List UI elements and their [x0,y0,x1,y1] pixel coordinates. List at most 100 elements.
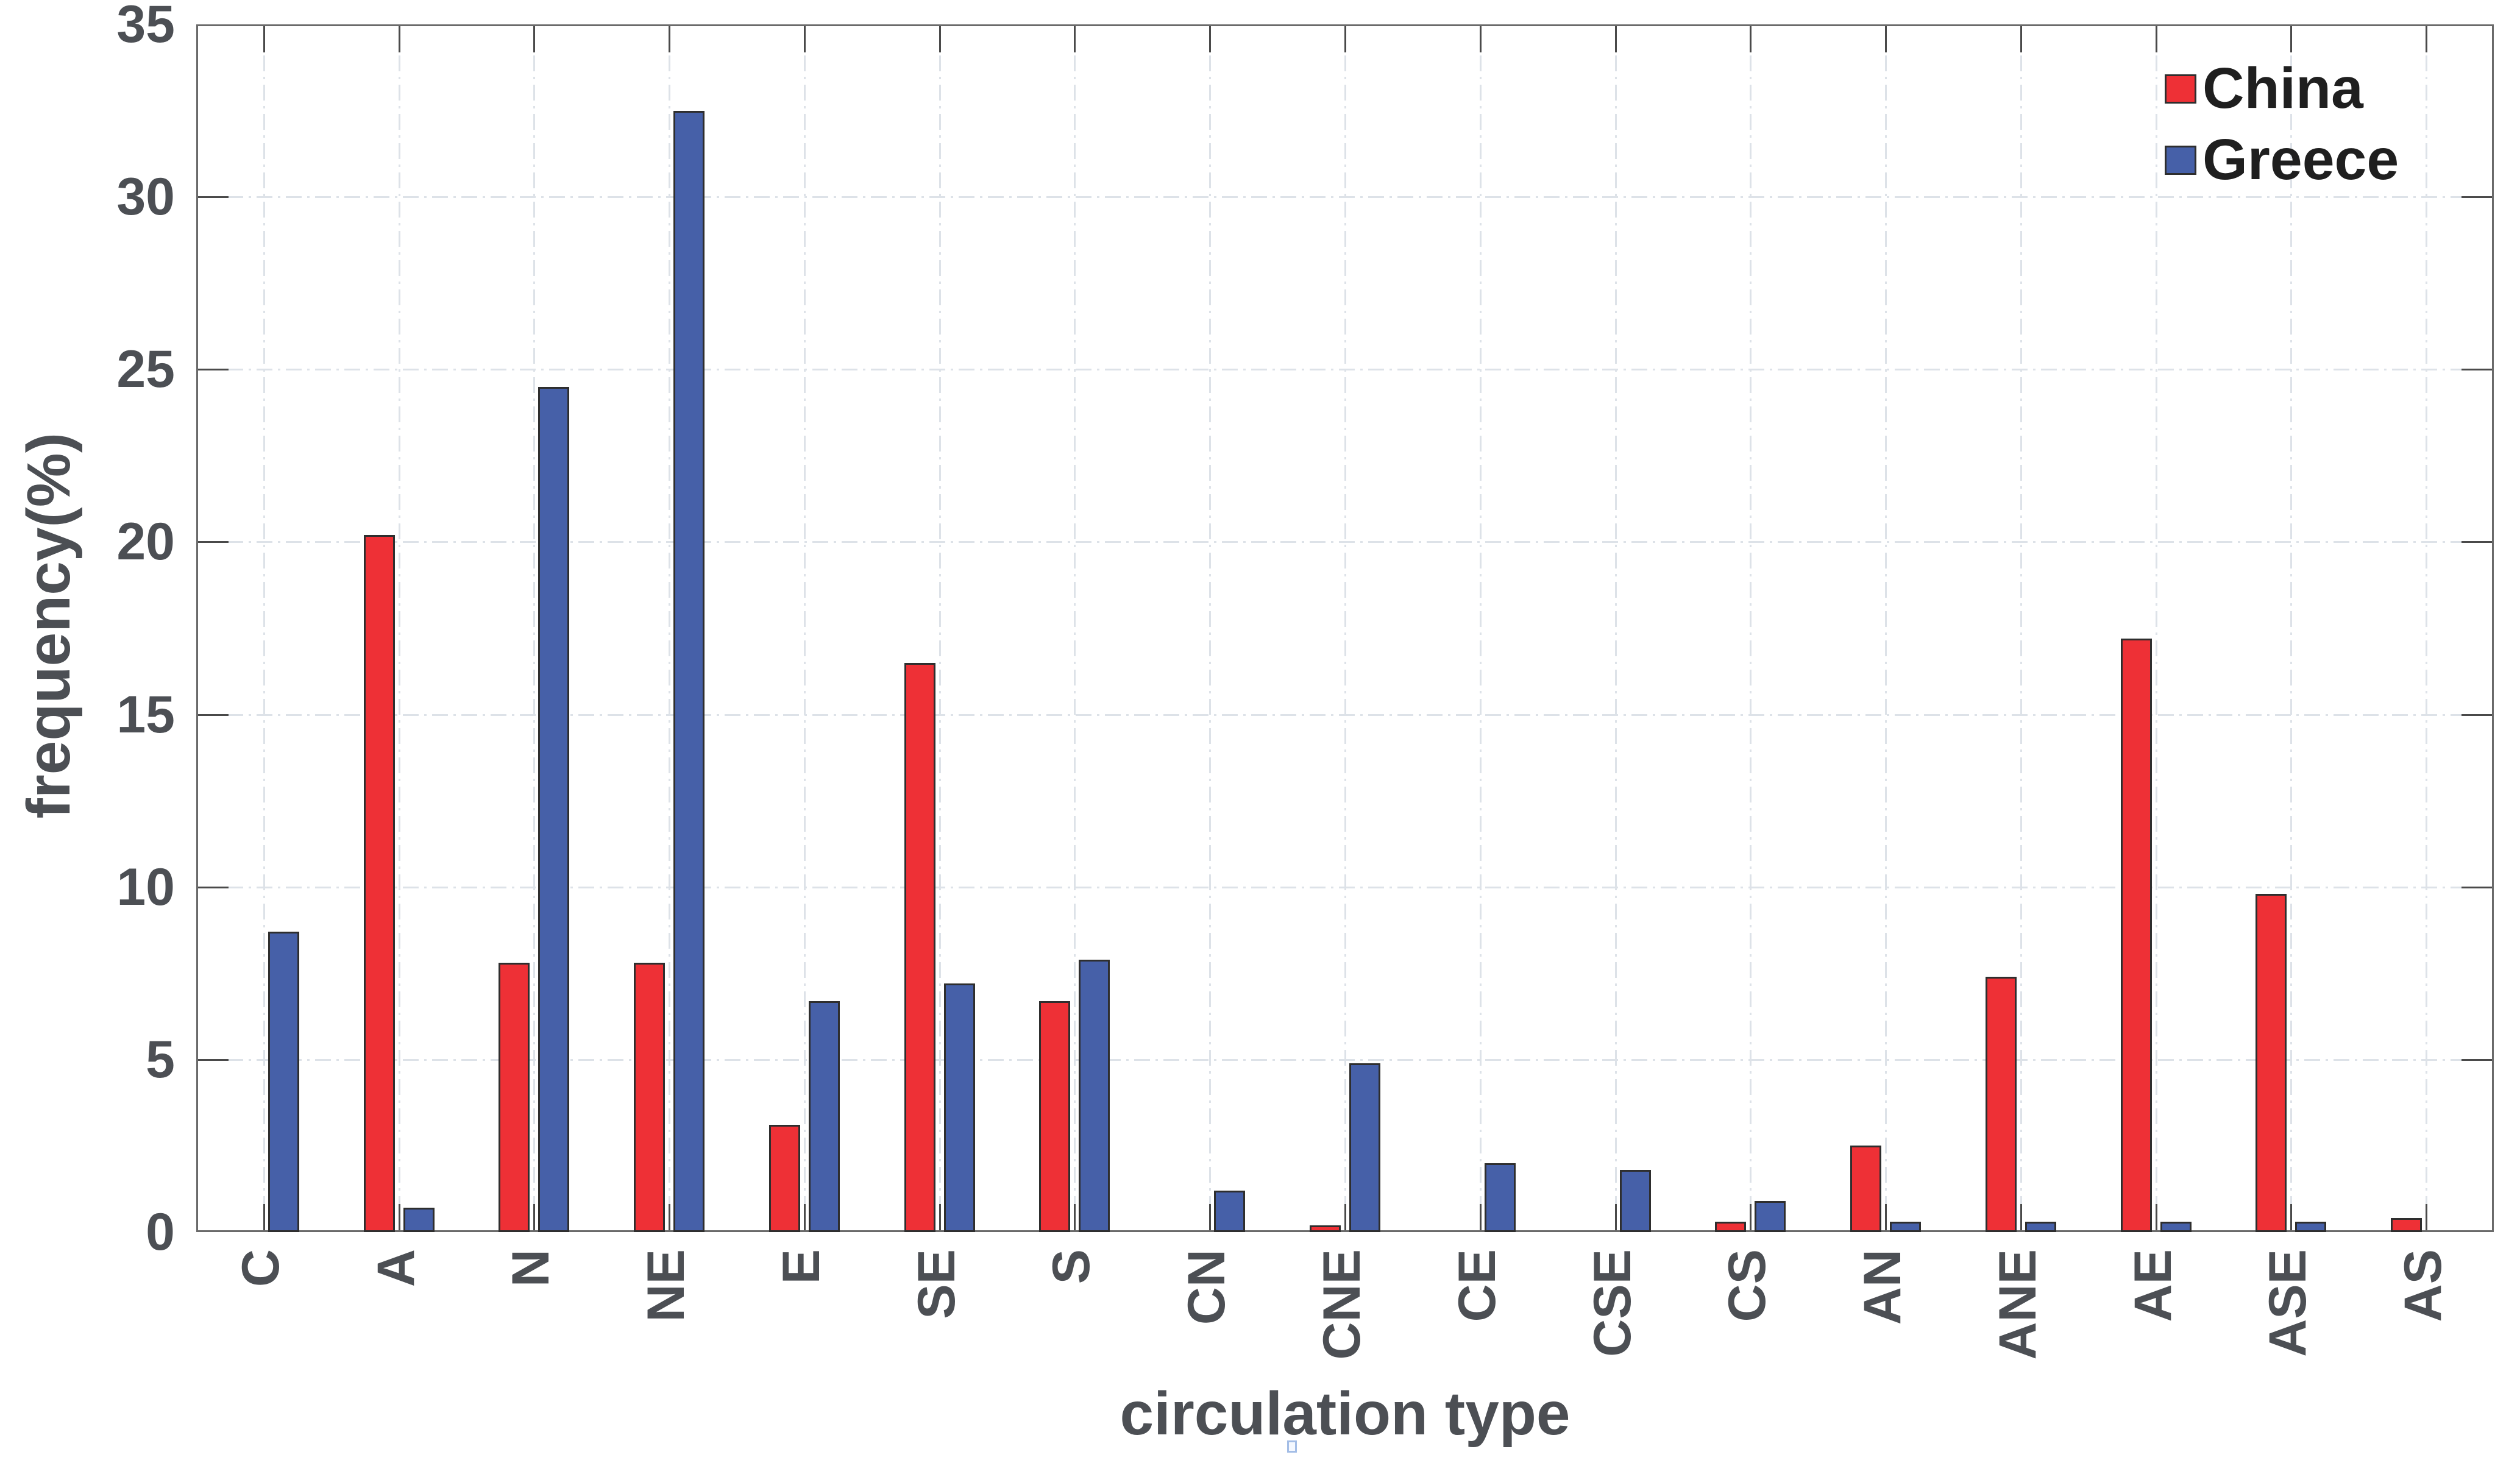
v-gridline [263,26,265,1230]
tick-mark [2461,886,2492,888]
tick-mark [669,1204,671,1230]
y-tick-label: 35 [116,0,175,54]
tick-mark [2155,26,2157,52]
y-axis-title: frequency(%) [15,433,83,819]
bar-china-A [363,535,395,1232]
x-tick-label: C [231,1249,290,1288]
legend-swatch-china [2165,74,2196,104]
v-gridline [2155,26,2157,1230]
tick-mark [2290,26,2293,52]
x-tick-label: NE [637,1249,696,1322]
bar-greece-NE [673,110,705,1232]
bar-greece-N [538,386,570,1232]
bar-china-S [1039,1001,1071,1232]
tick-mark [939,1204,941,1230]
plot-area [196,24,2494,1232]
tick-mark [198,369,229,371]
bar-china-NE [634,963,665,1232]
v-gridline [1885,26,1887,1230]
tick-mark [1479,26,1482,52]
x-tick-label: N [502,1249,561,1288]
tick-mark [2461,196,2492,199]
bar-greece-E [808,1001,840,1232]
tick-mark [1750,1204,1752,1230]
tick-mark [1209,26,1212,52]
bar-greece-ANE [2025,1222,2056,1232]
tick-mark [1074,1204,1076,1230]
tick-mark [198,1058,229,1061]
tick-mark [198,886,229,888]
y-tick-label: 30 [116,168,175,227]
tick-mark [2020,1204,2022,1230]
tick-mark [1885,26,1887,52]
v-gridline [1209,26,1212,1230]
y-tick-label: 10 [116,857,175,916]
v-gridline [533,26,536,1230]
v-gridline [398,26,400,1230]
bar-greece-AN [1890,1222,1922,1232]
bar-greece-A [403,1208,435,1232]
bar-china-E [768,1125,800,1232]
bar-china-CS [1715,1222,1747,1232]
bar-china-N [499,963,530,1232]
legend-label-greece: Greece [2202,127,2399,192]
tick-mark [803,26,806,52]
bar-greece-CNE [1349,1063,1380,1232]
bar-greece-AE [2160,1222,2192,1232]
x-tick-label: AN [1853,1249,1912,1325]
bar-china-AN [1850,1146,1882,1232]
v-gridline [939,26,941,1230]
tick-mark [1479,1204,1482,1230]
cursor-artifact [1287,1440,1297,1453]
tick-mark [1344,1204,1346,1230]
bar-greece-ASE [2295,1222,2327,1232]
x-tick-label: CS [1718,1249,1777,1322]
tick-mark [398,1204,400,1230]
bar-china-AS [2391,1218,2422,1232]
y-tick-label: 0 [146,1203,175,1261]
tick-mark [2461,714,2492,716]
v-gridline [2426,26,2428,1230]
x-tick-label: CE [1447,1249,1507,1322]
tick-mark [2426,1204,2428,1230]
bar-china-ASE [2256,894,2287,1232]
tick-mark [398,26,400,52]
tick-mark [1209,1204,1212,1230]
tick-mark [198,196,229,199]
bar-greece-CS [1755,1201,1786,1232]
x-tick-label: CSE [1583,1249,1642,1357]
bar-china-CNE [1310,1225,1341,1232]
tick-mark [939,26,941,52]
tick-mark [2155,1204,2157,1230]
v-gridline [1074,26,1076,1230]
tick-mark [198,541,229,544]
tick-mark [1614,1204,1617,1230]
legend-swatch-greece [2165,145,2196,175]
v-gridline [669,26,671,1230]
tick-mark [1885,1204,1887,1230]
v-gridline [1479,26,1482,1230]
tick-mark [2461,541,2492,544]
v-gridline [1344,26,1346,1230]
x-tick-label: SE [907,1249,966,1319]
tick-mark [1750,26,1752,52]
tick-mark [2426,26,2428,52]
v-gridline [1614,26,1617,1230]
x-axis-title: circulation type [1120,1380,1571,1448]
x-tick-label: A [366,1249,425,1288]
tick-mark [198,714,229,716]
tick-mark [2020,26,2022,52]
x-tick-label: AE [2123,1249,2182,1322]
bar-greece-CSE [1619,1170,1651,1232]
y-tick-label: 15 [116,685,175,744]
v-gridline [2020,26,2022,1230]
tick-mark [2290,1204,2293,1230]
bar-greece-CE [1484,1163,1516,1232]
y-tick-label: 5 [146,1030,175,1089]
tick-mark [263,1204,265,1230]
tick-mark [1074,26,1076,52]
tick-mark [2461,1058,2492,1061]
x-tick-label: S [1042,1249,1101,1284]
legend: China Greece [2165,60,2399,189]
